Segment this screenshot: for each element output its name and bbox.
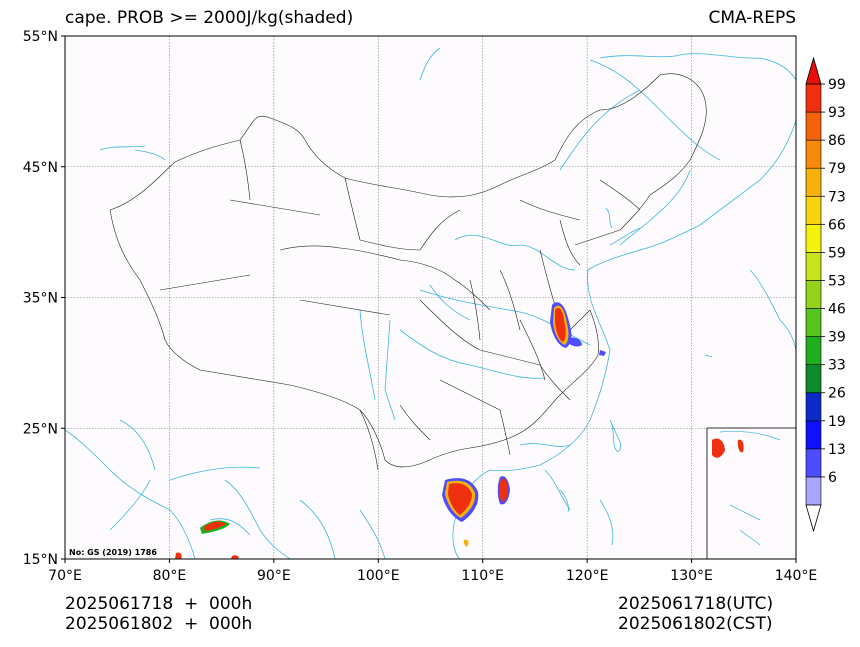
colorbar-label: 53 bbox=[828, 273, 846, 289]
model-name: CMA-REPS bbox=[708, 8, 796, 28]
colorbar-over-triangle bbox=[805, 56, 822, 85]
colorbar-label: 93 bbox=[828, 105, 846, 121]
colorbar: 6 13 19 26 33 39 46 53 59 66 73 79 86 93 99 bbox=[805, 56, 846, 533]
colorbar-label: 59 bbox=[828, 245, 846, 261]
colorbar-label: 66 bbox=[828, 217, 846, 233]
borders bbox=[109, 73, 707, 471]
init-time-cst: 2025061802 + 000h bbox=[65, 614, 253, 634]
lon-tick-label: 90°E bbox=[257, 568, 291, 584]
valid-time-cst: 2025061802(CST) bbox=[618, 614, 773, 634]
colorbar-label: 6 bbox=[828, 470, 837, 486]
map-credit: No: GS (2019) 1786 bbox=[69, 548, 157, 557]
colorbar-label: 86 bbox=[828, 133, 846, 149]
lon-tick-label: 140°E bbox=[775, 568, 818, 584]
colorbar-segment bbox=[805, 224, 822, 253]
colorbar-segment bbox=[805, 280, 822, 309]
colorbar-segment bbox=[805, 252, 822, 281]
valid-time-utc: 2025061718(UTC) bbox=[618, 594, 774, 614]
colorbar-segment bbox=[805, 308, 822, 337]
lon-tick-label: 130°E bbox=[670, 568, 713, 584]
colorbar-label: 13 bbox=[828, 442, 846, 458]
rivers bbox=[109, 59, 721, 536]
south-china-sea-inset bbox=[706, 427, 796, 559]
lon-tick-label: 70°E bbox=[48, 568, 82, 584]
lat-tick-label: 45°N bbox=[23, 160, 58, 176]
colorbar-segment bbox=[805, 336, 822, 365]
colorbar-label: 79 bbox=[828, 161, 846, 177]
colorbar-label: 46 bbox=[828, 302, 846, 318]
colorbar-segment bbox=[805, 83, 822, 113]
colorbar-label: 73 bbox=[828, 189, 846, 205]
colorbar-segment bbox=[805, 476, 822, 506]
lat-tick-label: 15°N bbox=[23, 552, 58, 568]
colorbar-segment bbox=[805, 111, 822, 141]
longitude-axis: 70°E 80°E 90°E 100°E 110°E 120°E 130°E 140°E bbox=[48, 559, 817, 584]
colorbar-label: 33 bbox=[828, 358, 846, 374]
colorbar-label: 19 bbox=[828, 414, 846, 430]
latitude-axis: 15°N 25°N 35°N 45°N 55°N bbox=[23, 29, 65, 568]
lat-tick-label: 35°N bbox=[23, 291, 58, 307]
colorbar-segment bbox=[805, 392, 822, 422]
colorbar-label: 26 bbox=[828, 386, 846, 402]
map-title: cape. PROB >= 2000J/kg(shaded) bbox=[65, 8, 354, 28]
valid-time-block: 2025061718(UTC) 2025061802(CST) bbox=[618, 594, 773, 634]
init-time-block: 2025061718 + 000h 2025061802 + 000h bbox=[65, 594, 252, 634]
lon-tick-label: 120°E bbox=[566, 568, 609, 584]
lat-tick-label: 25°N bbox=[23, 421, 58, 437]
colorbar-segment bbox=[805, 364, 822, 394]
colorbar-segment bbox=[805, 195, 822, 225]
lon-tick-label: 100°E bbox=[357, 568, 400, 584]
colorbar-label: 99 bbox=[828, 77, 846, 93]
colorbar-segment bbox=[805, 167, 822, 197]
colorbar-under-triangle bbox=[805, 504, 822, 533]
colorbar-segment bbox=[805, 139, 822, 169]
lon-tick-label: 110°E bbox=[461, 568, 504, 584]
lon-tick-label: 80°E bbox=[153, 568, 187, 584]
lat-tick-label: 55°N bbox=[23, 29, 58, 45]
colorbar-segment bbox=[805, 420, 822, 450]
coastlines bbox=[65, 47, 796, 559]
colorbar-segment bbox=[805, 448, 822, 478]
init-time-utc: 2025061718 + 000h bbox=[65, 594, 253, 614]
colorbar-label: 39 bbox=[828, 330, 846, 346]
probability-shading bbox=[175, 302, 606, 559]
